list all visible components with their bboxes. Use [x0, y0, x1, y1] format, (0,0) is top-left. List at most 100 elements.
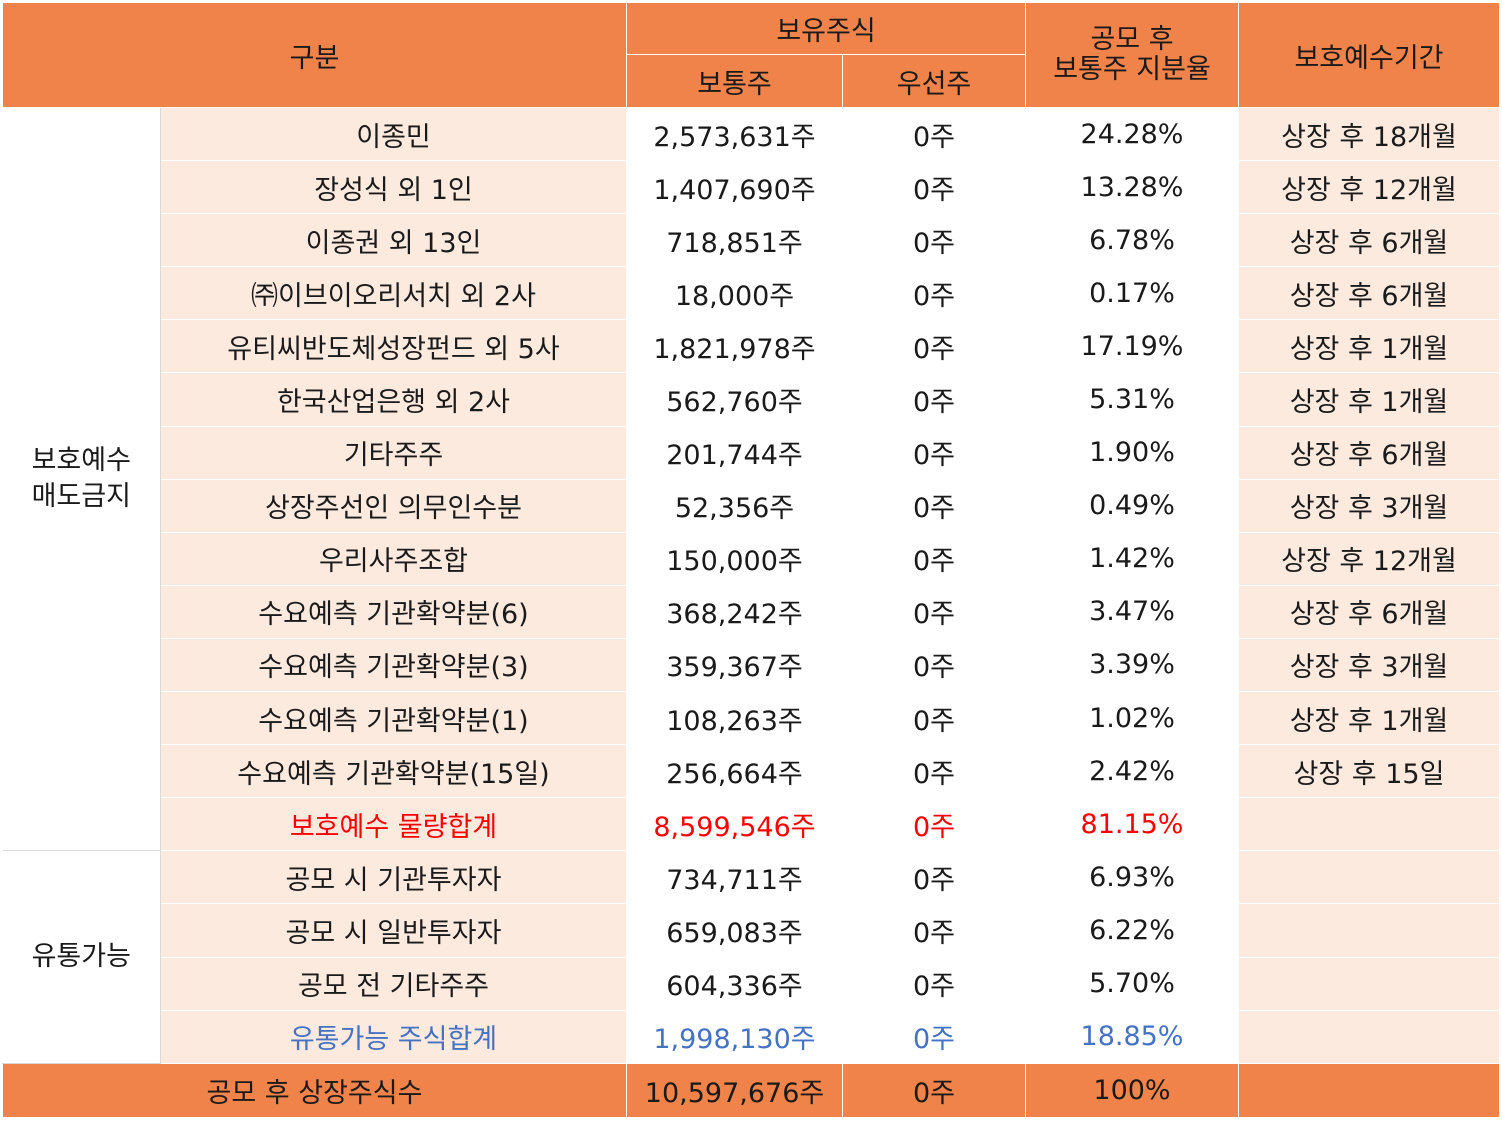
group-tradable-label: 유통가능	[31, 941, 131, 972]
preferred-shares: 0주	[842, 691, 1026, 746]
common-shares: 1,821,978주	[626, 319, 843, 374]
common-shares: 562,760주	[626, 372, 843, 427]
header-holdings: 보유주식	[626, 2, 1026, 55]
preferred-shares: 0주	[842, 107, 1026, 162]
preferred-shares: 0주	[842, 744, 1026, 799]
table-row: 한국산업은행 외 2사 562,760주 0주 5.31% 상장 후 1개월	[3, 372, 1500, 427]
lockup-period: 상장 후 18개월	[1238, 107, 1500, 162]
lockup-period: 상장 후 6개월	[1238, 585, 1500, 639]
total-preferred: 0주	[842, 1062, 1026, 1119]
common-shares: 734,711주	[626, 850, 843, 905]
holder-name: 유티씨반도체성장펀드 외 5사	[160, 319, 627, 374]
table-row: 수요예측 기관확약분(1) 108,263주 0주 1.02% 상장 후 1개월	[3, 691, 1500, 746]
share-ratio: 6.93%	[1025, 850, 1239, 905]
holder-name: 수요예측 기관확약분(15일)	[160, 744, 627, 799]
empty-cell	[1238, 1010, 1500, 1064]
common-shares: 659,083주	[626, 903, 843, 958]
table-row: 수요예측 기관확약분(15일) 256,664주 0주 2.42% 상장 후 15일	[3, 744, 1500, 799]
lockup-period: 상장 후 12개월	[1238, 532, 1500, 586]
preferred-shares: 0주	[842, 319, 1026, 374]
common-shares: 359,367주	[626, 638, 843, 693]
lockup-period: 상장 후 6개월	[1238, 266, 1500, 321]
common-shares: 2,573,631주	[626, 107, 843, 162]
preferred-shares: 0주	[842, 585, 1026, 639]
header-lockup-period: 보호예수기간	[1238, 2, 1500, 108]
tradable-sum-common: 1,998,130주	[626, 1010, 843, 1064]
empty-cell	[1238, 797, 1500, 852]
total-common: 10,597,676주	[626, 1062, 843, 1119]
share-ratio: 6.78%	[1025, 213, 1239, 268]
preferred-shares: 0주	[842, 850, 1026, 905]
header-category: 구분	[2, 2, 627, 108]
table-row: 이종권 외 13인 718,851주 0주 6.78% 상장 후 6개월	[3, 213, 1500, 268]
share-ratio: 3.39%	[1025, 638, 1239, 693]
holder-name: 공모 전 기타주주	[160, 957, 627, 1011]
lockup-period: 상장 후 15일	[1238, 744, 1500, 799]
locked-sum-common: 8,599,546주	[626, 797, 843, 852]
preferred-shares: 0주	[842, 426, 1026, 480]
holder-name: 한국산업은행 외 2사	[160, 372, 627, 427]
table-row: 기타주주 201,744주 0주 1.90% 상장 후 6개월	[3, 426, 1500, 480]
lockup-period: 상장 후 6개월	[1238, 213, 1500, 268]
header-ratio: 공모 후 보통주 지분율	[1025, 2, 1239, 108]
holder-name: 상장주선인 의무인수분	[160, 479, 627, 533]
preferred-shares: 0주	[842, 372, 1026, 427]
tradable-sum-label: 유통가능 주식합계	[160, 1010, 627, 1064]
holder-name: 수요예측 기관확약분(6)	[160, 585, 627, 639]
empty-cell	[1238, 850, 1500, 905]
table-row: ㈜이브이오리서치 외 2사 18,000주 0주 0.17% 상장 후 6개월	[3, 266, 1500, 321]
preferred-shares: 0주	[842, 903, 1026, 958]
tradable-sum-row: 유통가능 주식합계 1,998,130주 0주 18.85%	[3, 1010, 1500, 1064]
lockup-period: 상장 후 1개월	[1238, 691, 1500, 746]
holder-name: ㈜이브이오리서치 외 2사	[160, 266, 627, 321]
share-ratio: 5.70%	[1025, 957, 1239, 1011]
locked-sum-row: 보호예수 물량합계 8,599,546주 0주 81.15%	[3, 797, 1500, 852]
header-preferred: 우선주	[842, 54, 1026, 108]
common-shares: 256,664주	[626, 744, 843, 799]
share-ratio: 17.19%	[1025, 319, 1239, 374]
table-row: 유티씨반도체성장펀드 외 5사 1,821,978주 0주 17.19% 상장 후 1개…	[3, 319, 1500, 374]
lockup-period: 상장 후 1개월	[1238, 319, 1500, 374]
table-row: 수요예측 기관확약분(6) 368,242주 0주 3.47% 상장 후 6개월	[3, 585, 1500, 639]
common-shares: 18,000주	[626, 266, 843, 321]
common-shares: 604,336주	[626, 957, 843, 1011]
empty-cell	[1238, 1062, 1500, 1119]
table-body: 보호예수 매도금지 이종민 2,573,631주 0주 24.28% 상장 후 18개월 장…	[2, 107, 1500, 1119]
table-row: 수요예측 기관확약분(3) 359,367주 0주 3.39% 상장 후 3개월	[3, 638, 1500, 693]
preferred-shares: 0주	[842, 266, 1026, 321]
holder-name: 이종권 외 13인	[160, 213, 627, 268]
table-row: 장성식 외 1인 1,407,690주 0주 13.28% 상장 후 12개월	[3, 160, 1500, 215]
share-ratio: 24.28%	[1025, 107, 1239, 162]
share-ratio: 1.02%	[1025, 691, 1239, 746]
holder-name: 공모 시 기관투자자	[160, 850, 627, 905]
share-ratio: 13.28%	[1025, 160, 1239, 215]
holder-name: 수요예측 기관확약분(3)	[160, 638, 627, 693]
table-row: 상장주선인 의무인수분 52,356주 0주 0.49% 상장 후 3개월	[3, 479, 1500, 533]
share-ratio: 2.42%	[1025, 744, 1239, 799]
tradable-sum-ratio: 18.85%	[1025, 1010, 1239, 1064]
share-ratio: 0.49%	[1025, 479, 1239, 533]
share-ratio: 1.90%	[1025, 426, 1239, 480]
holder-name: 장성식 외 1인	[160, 160, 627, 215]
empty-cell	[1238, 903, 1500, 958]
total-label: 공모 후 상장주식수	[2, 1062, 627, 1119]
lockup-period: 상장 후 12개월	[1238, 160, 1500, 215]
share-ratio: 5.31%	[1025, 372, 1239, 427]
share-ratio: 3.47%	[1025, 585, 1239, 639]
group-locked-label: 보호예수 매도금지	[31, 445, 131, 513]
preferred-shares: 0주	[842, 213, 1026, 268]
common-shares: 718,851주	[626, 213, 843, 268]
table-row: 유통가능 공모 시 기관투자자 734,711주 0주 6.93%	[2, 850, 1500, 1064]
table-row: 보호예수 매도금지 이종민 2,573,631주 0주 24.28% 상장 후 18개월	[2, 107, 1500, 852]
holder-name: 공모 시 일반투자자	[160, 903, 627, 958]
preferred-shares: 0주	[842, 479, 1026, 533]
lockup-period: 상장 후 3개월	[1238, 479, 1500, 533]
preferred-shares: 0주	[842, 160, 1026, 215]
common-shares: 108,263주	[626, 691, 843, 746]
locked-sum-ratio: 81.15%	[1025, 797, 1239, 852]
total-ratio: 100%	[1025, 1062, 1239, 1119]
share-ratio: 6.22%	[1025, 903, 1239, 958]
locked-sum-label: 보호예수 물량합계	[160, 797, 627, 852]
common-shares: 150,000주	[626, 532, 843, 586]
